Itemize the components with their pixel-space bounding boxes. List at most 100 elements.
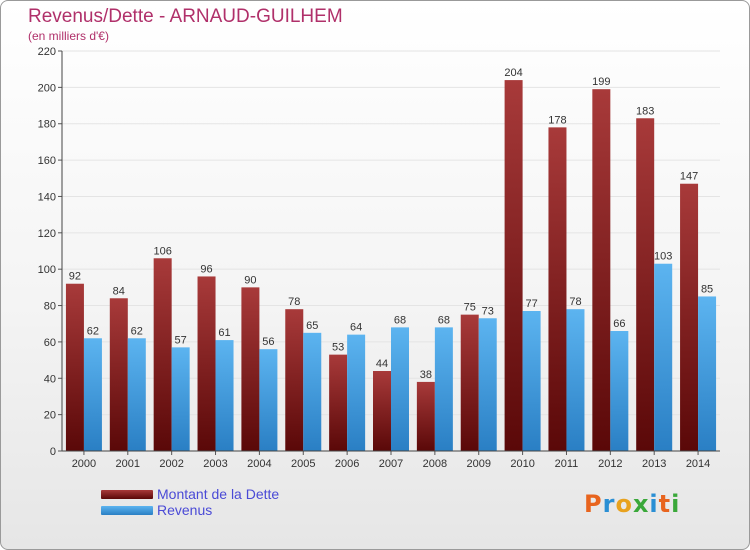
bar-revenus: [83, 338, 102, 451]
logo-letter: o: [615, 490, 633, 518]
data-label: 57: [175, 334, 187, 346]
bar-revenus: [347, 334, 366, 451]
bar-dette: [416, 381, 435, 451]
data-label: 85: [701, 283, 713, 295]
x-tick-label: 2006: [335, 458, 359, 470]
x-tick-label: 2008: [423, 458, 447, 470]
bar-dette: [285, 309, 304, 451]
bar-revenus: [434, 327, 453, 451]
data-label: 77: [525, 298, 537, 310]
x-tick-label: 2014: [686, 458, 710, 470]
axes: 0 20 40 60 80 100 120 140 160 180 200 220 2000 2001 20…: [38, 46, 720, 470]
y-tick-label: 60: [44, 337, 56, 349]
bar-dette: [636, 118, 655, 451]
y-tick-label: 200: [38, 82, 56, 94]
data-label: 62: [87, 325, 99, 337]
bar-revenus: [566, 309, 585, 451]
bars: [65, 80, 717, 451]
x-tick-label: 2009: [466, 458, 490, 470]
legend-swatch-dette: [101, 490, 153, 499]
data-label: 62: [131, 325, 143, 337]
bar-dette: [109, 298, 128, 451]
data-label: 53: [332, 342, 344, 354]
data-label: 199: [592, 76, 610, 88]
x-tick-label: 2011: [555, 458, 579, 470]
logo-letter: r: [602, 490, 616, 518]
y-tick-label: 120: [38, 228, 56, 240]
bar-dette: [65, 283, 84, 451]
chart-subtitle: (en milliers d'€): [28, 29, 109, 43]
data-label: 96: [200, 263, 212, 275]
data-label: 68: [438, 314, 450, 326]
bar-revenus: [698, 296, 717, 451]
bar-dette: [680, 183, 699, 451]
logo-letter: P: [584, 490, 603, 518]
y-tick-label: 140: [38, 191, 56, 203]
y-tick-label: 20: [44, 410, 56, 422]
x-tick-label: 2010: [510, 458, 534, 470]
bar-revenus: [478, 318, 497, 451]
legend-label-revenus: Revenus: [157, 502, 213, 518]
data-labels: 92 62 84 62 106 57 96 61 90 56 78 65 53 64 44 68 38 68 75 7…: [69, 67, 713, 381]
bar-revenus: [171, 347, 190, 451]
x-tick-label: 2007: [379, 458, 403, 470]
data-label: 68: [394, 314, 406, 326]
y-tick-label: 100: [38, 264, 56, 276]
data-label: 147: [680, 171, 698, 183]
x-tick-label: 2003: [203, 458, 227, 470]
bar-revenus: [127, 338, 146, 451]
data-label: 66: [613, 318, 625, 330]
bar-dette: [241, 287, 260, 451]
x-tick-label: 2012: [598, 458, 622, 470]
data-label: 73: [482, 305, 494, 317]
data-label: 92: [69, 271, 81, 283]
logo-letter: i: [649, 490, 659, 518]
data-label: 75: [464, 302, 476, 314]
legend-label-dette: Montant de la Dette: [157, 486, 280, 502]
bar-dette: [504, 80, 523, 451]
bar-dette: [460, 314, 479, 451]
bar-revenus: [303, 332, 322, 451]
logo-letter: t: [658, 490, 672, 518]
data-label: 106: [153, 245, 171, 257]
bar-dette: [548, 127, 567, 451]
data-label: 183: [636, 105, 654, 117]
bar-revenus: [391, 327, 409, 451]
bar-revenus: [522, 311, 541, 451]
data-label: 38: [420, 369, 432, 381]
bar-dette: [153, 258, 172, 451]
bar-revenus: [259, 349, 278, 451]
data-label: 84: [113, 285, 125, 297]
legend-swatch-revenus: [101, 506, 153, 515]
bar-dette: [592, 89, 611, 451]
y-tick-label: 40: [44, 373, 56, 385]
data-label: 56: [262, 336, 274, 348]
y-tick-label: 80: [44, 301, 56, 313]
data-label: 103: [654, 251, 672, 263]
data-label: 65: [306, 320, 318, 332]
data-label: 204: [504, 67, 522, 79]
bar-dette: [373, 371, 391, 451]
logo-letter: x: [632, 490, 650, 518]
x-tick-label: 2005: [291, 458, 315, 470]
data-label: 78: [288, 296, 300, 308]
bar-revenus: [215, 340, 234, 451]
proxiti-logo: Proxiti: [584, 490, 680, 518]
bar-dette: [197, 276, 216, 451]
data-label: 61: [218, 327, 230, 339]
data-label: 64: [350, 322, 362, 334]
y-tick-label: 220: [38, 46, 56, 58]
logo-letter: i: [671, 490, 681, 518]
x-tick-label: 2013: [642, 458, 666, 470]
bar-dette: [329, 354, 348, 451]
x-tick-label: 2001: [116, 458, 140, 470]
y-tick-label: 160: [38, 155, 56, 167]
data-label: 90: [244, 274, 256, 286]
y-tick-label: 180: [38, 119, 56, 131]
y-tick-label: 0: [50, 446, 56, 458]
x-tick-label: 2002: [159, 458, 183, 470]
bar-revenus: [610, 331, 629, 451]
data-label: 44: [376, 358, 388, 370]
